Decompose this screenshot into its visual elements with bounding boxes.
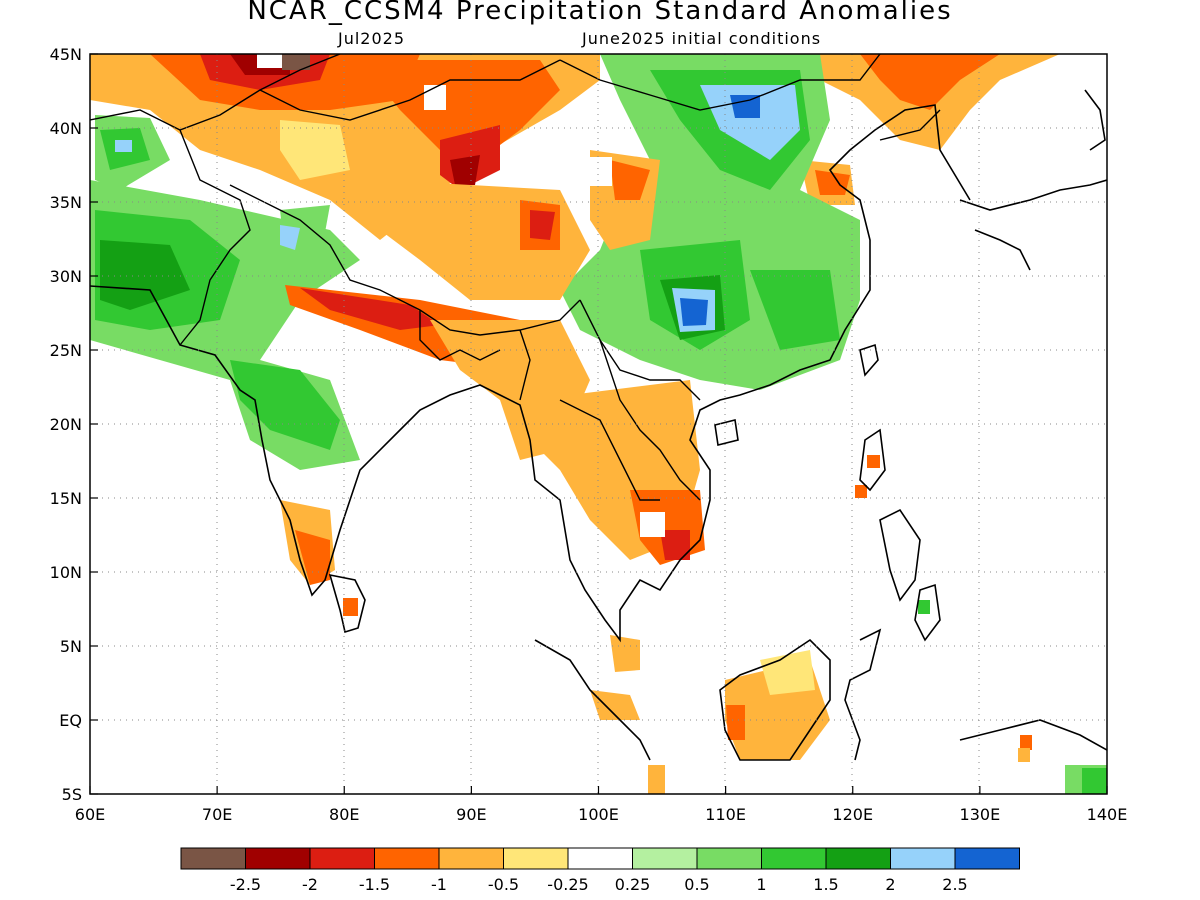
anomaly-region xyxy=(280,120,350,180)
colorbar-swatch xyxy=(761,847,827,870)
colorbar-swatch xyxy=(503,847,569,870)
anomaly-fill-layer xyxy=(90,54,1107,794)
colorbar-swatch xyxy=(825,847,891,870)
anomaly-region xyxy=(230,360,340,450)
colorbar-label: 0.25 xyxy=(615,875,651,894)
country-borders xyxy=(90,54,941,501)
longitude-tick-label: 70E xyxy=(202,805,232,824)
anomaly-region xyxy=(726,705,745,740)
initial-conditions: June2025 initial conditions xyxy=(582,29,822,48)
anomaly-region xyxy=(867,455,880,468)
colorbar-swatch xyxy=(245,847,311,870)
colorbar-swatch xyxy=(374,847,440,870)
colorbar-swatch xyxy=(180,847,246,870)
colorbar-swatch xyxy=(438,847,504,870)
latitude-axis: 45N 40N 35N 30N 25N 20N 15N 10N 5N EQ 5S xyxy=(50,45,82,804)
anomaly-region xyxy=(660,530,690,560)
colorbar-label: 2 xyxy=(885,875,895,894)
anomaly-region xyxy=(1082,768,1107,794)
longitude-tick-label: 130E xyxy=(960,805,1001,824)
colorbar-label: -0.25 xyxy=(547,875,588,894)
anomaly-region xyxy=(648,765,665,794)
anomaly-region xyxy=(360,60,560,160)
anomaly-region xyxy=(730,95,760,118)
colorbar-swatch xyxy=(890,847,956,870)
colorbar-label: 0.5 xyxy=(684,875,709,894)
colorbar-swatch xyxy=(632,847,698,870)
anomaly-region xyxy=(760,650,815,695)
anomaly-region xyxy=(610,635,640,672)
anomaly-region xyxy=(815,170,850,195)
anomaly-region xyxy=(590,690,640,720)
anomaly-region xyxy=(1020,735,1032,750)
anomaly-region xyxy=(750,270,840,350)
longitude-tick-label: 90E xyxy=(456,805,486,824)
anomaly-region xyxy=(343,598,358,616)
latitude-tick-label: 15N xyxy=(50,489,82,508)
anomaly-region xyxy=(855,485,867,498)
colorbar-label: -1 xyxy=(431,875,447,894)
colorbar-label: 1.5 xyxy=(813,875,838,894)
anomaly-region xyxy=(257,54,282,68)
latitude-tick-label: EQ xyxy=(59,711,82,730)
longitude-tick-label: 110E xyxy=(705,805,746,824)
anomaly-region xyxy=(530,210,555,240)
colorbar-label: -0.5 xyxy=(488,875,519,894)
latitude-tick-label: 5S xyxy=(62,785,82,804)
latitude-tick-label: 25N xyxy=(50,341,82,360)
colorbar-swatch xyxy=(954,847,1020,870)
anomaly-region xyxy=(100,240,190,310)
anomaly-region xyxy=(700,85,800,160)
anomaly-region xyxy=(295,530,330,585)
colorbar-swatch xyxy=(696,847,762,870)
anomaly-region xyxy=(640,512,665,537)
longitude-tick-label: 140E xyxy=(1087,805,1128,824)
map-title: NCAR_CCSM4 Precipitation Standard Anomal… xyxy=(247,0,953,26)
latitude-tick-label: 5N xyxy=(60,637,82,656)
colorbar: -2.5 -2 -1.5 -1 -0.5 -0.25 0.25 0.5 1 1.5 2 2.5 xyxy=(180,847,1020,894)
longitude-tick-label: 100E xyxy=(578,805,619,824)
latitude-tick-label: 40N xyxy=(50,119,82,138)
colorbar-label: -2.5 xyxy=(230,875,261,894)
anomaly-region xyxy=(680,298,708,326)
latitude-tick-label: 35N xyxy=(50,193,82,212)
anomaly-region xyxy=(860,54,1000,110)
colorbar-label: 2.5 xyxy=(942,875,967,894)
longitude-axis: 60E 70E 80E 90E 100E 110E 120E 130E 140E xyxy=(75,805,1128,824)
anomaly-region xyxy=(115,140,132,152)
anomaly-region xyxy=(918,600,930,614)
anomaly-region xyxy=(1018,748,1030,762)
anomaly-region xyxy=(282,54,310,70)
anomaly-region xyxy=(450,155,480,185)
longitude-tick-label: 80E xyxy=(329,805,359,824)
longitude-tick-label: 120E xyxy=(832,805,873,824)
colorbar-swatch xyxy=(567,847,633,870)
forecast-month: Jul2025 xyxy=(338,29,406,48)
latitude-tick-label: 10N xyxy=(50,563,82,582)
colorbar-label: 1 xyxy=(756,875,766,894)
anomaly-region xyxy=(588,157,612,186)
longitude-tick-label: 60E xyxy=(75,805,105,824)
anomaly-region xyxy=(424,85,446,110)
anomaly-region xyxy=(280,225,300,250)
colorbar-label: -1.5 xyxy=(359,875,390,894)
anomaly-region xyxy=(610,160,650,200)
colorbar-label: -2 xyxy=(302,875,318,894)
coastlines xyxy=(90,89,1107,761)
colorbar-swatch xyxy=(309,847,375,870)
latitude-tick-label: 45N xyxy=(50,45,82,64)
anomaly-region xyxy=(300,288,440,330)
latitude-tick-label: 30N xyxy=(50,267,82,286)
axis-ticks xyxy=(89,53,1108,795)
latitude-tick-label: 20N xyxy=(50,415,82,434)
